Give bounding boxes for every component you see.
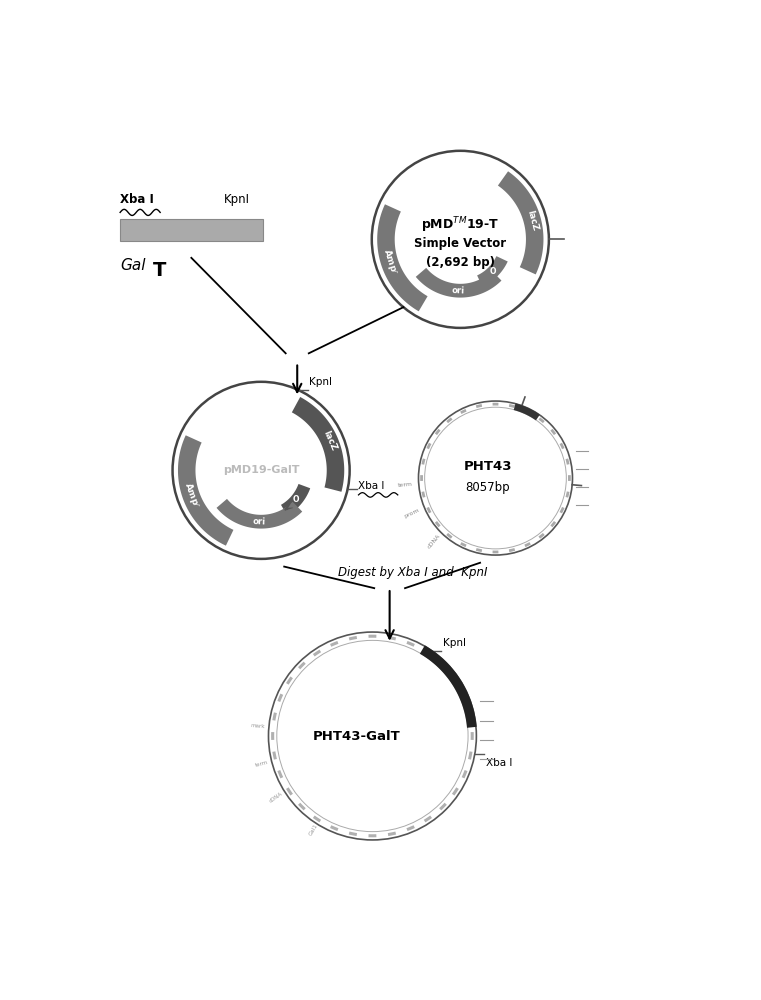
Text: Amp$^r$: Amp$^r$ — [180, 480, 202, 511]
Text: Xba I: Xba I — [120, 193, 154, 206]
Text: term: term — [397, 482, 412, 488]
Text: KpnI: KpnI — [309, 377, 333, 387]
Text: O: O — [293, 495, 300, 504]
Text: ori: ori — [252, 517, 266, 526]
Text: O: O — [489, 267, 496, 276]
Text: PHT43: PHT43 — [463, 460, 512, 473]
Text: cDNA: cDNA — [427, 533, 442, 550]
Text: lacZ: lacZ — [525, 209, 540, 231]
Text: cDNA: cDNA — [269, 791, 284, 804]
Text: KpnI: KpnI — [443, 638, 466, 648]
Text: Xba I: Xba I — [486, 758, 512, 768]
Text: ori: ori — [451, 286, 465, 295]
Text: Simple Vector: Simple Vector — [414, 237, 506, 250]
Text: mark: mark — [250, 723, 265, 730]
Text: 8057bp: 8057bp — [466, 481, 510, 494]
Text: Gal1: Gal1 — [308, 823, 319, 836]
Text: prom: prom — [403, 507, 420, 519]
Text: KpnI: KpnI — [224, 193, 250, 206]
Text: lacZ: lacZ — [321, 429, 338, 452]
Text: T: T — [152, 261, 166, 280]
Text: (2,692 bp): (2,692 bp) — [426, 256, 495, 269]
Text: Amp$^r$: Amp$^r$ — [379, 246, 400, 277]
Text: pMD19-GalT: pMD19-GalT — [223, 465, 299, 475]
Text: Xba I: Xba I — [358, 481, 385, 491]
Text: term: term — [254, 760, 269, 768]
Bar — [120, 219, 263, 241]
Text: PHT43-GalT: PHT43-GalT — [314, 730, 401, 742]
Text: Gal: Gal — [120, 258, 145, 273]
Text: Digest by Xba I and  KpnI: Digest by Xba I and KpnI — [338, 566, 488, 579]
Text: pMD$^{TM}$19-T: pMD$^{TM}$19-T — [422, 216, 499, 235]
